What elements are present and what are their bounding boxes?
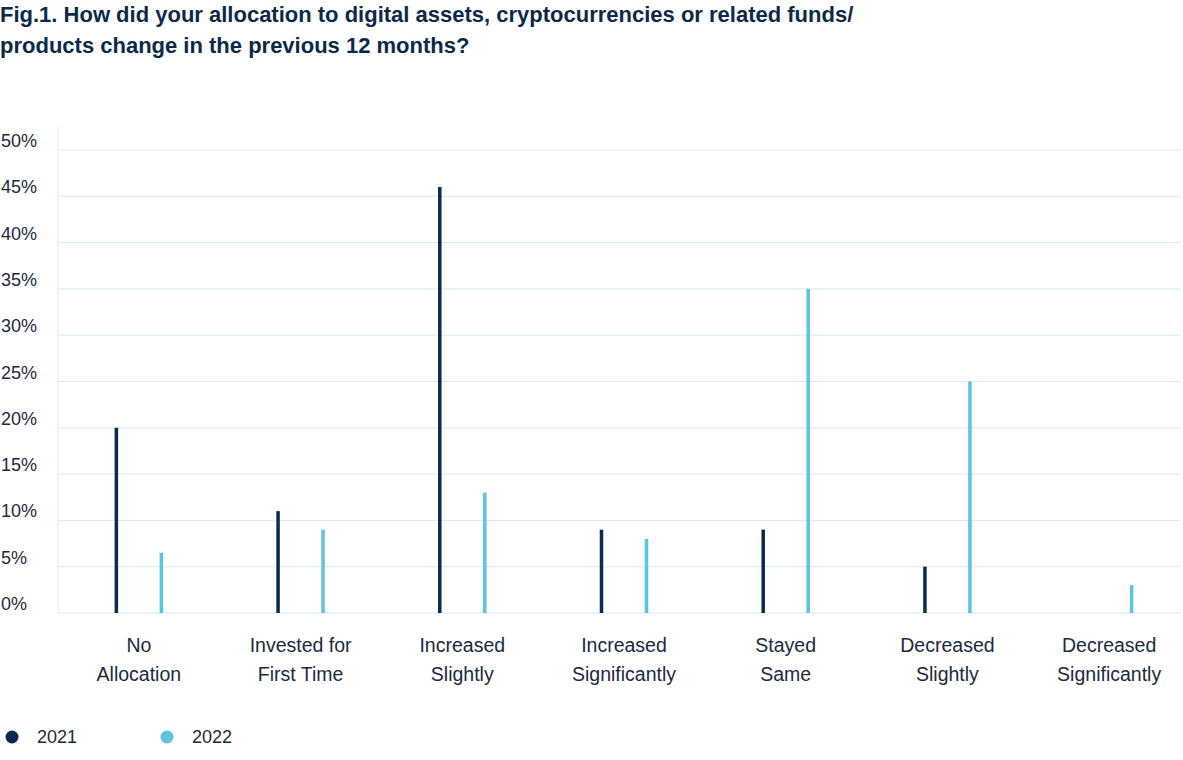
grid-line [58, 427, 1180, 428]
x-tick-label: IncreasedSignificantly [572, 634, 676, 685]
legend-label: 2021 [37, 727, 77, 747]
legend-swatch [6, 731, 19, 744]
y-tick-label: 20% [1, 409, 37, 429]
bar [1085, 613, 1089, 614]
grid-line [58, 335, 1180, 336]
legend: 2021 2022 [6, 727, 233, 747]
title: Fig.1. How did your allocation to digita… [0, 2, 853, 58]
y-tick-label: 30% [1, 316, 37, 336]
bar [483, 493, 487, 613]
y-tick-label: 10% [1, 501, 37, 521]
grid-line [58, 288, 1180, 289]
legend-swatch [161, 731, 174, 744]
bars [115, 187, 1134, 613]
y-tick-label: 35% [1, 270, 37, 290]
bar [806, 289, 810, 613]
x-tick-label: IncreasedSlightly [419, 634, 505, 685]
x-tick-label: StayedSame [755, 634, 816, 685]
bar [321, 530, 325, 613]
grid [58, 127, 1180, 613]
grid-line [58, 242, 1180, 243]
grid-line [58, 613, 1180, 614]
grid-line [58, 196, 1180, 197]
chart: Fig.1. How did your allocation to digita… [0, 0, 1183, 760]
bar [438, 187, 442, 613]
y-tick-label: 15% [1, 455, 37, 475]
grid-line [58, 150, 1180, 151]
y-tick-label: 40% [1, 224, 37, 244]
grid-line [58, 520, 1180, 521]
y-tick-label: 25% [1, 363, 37, 383]
bar [115, 428, 119, 613]
bar [276, 511, 280, 613]
y-tick-label: 45% [1, 177, 37, 197]
bar [600, 530, 604, 613]
bar [645, 539, 649, 613]
y-axis-line [58, 127, 59, 613]
x-tick-label: Invested forFirst Time [250, 634, 352, 685]
grid-line [58, 566, 1180, 567]
grid-line [58, 474, 1180, 475]
bar [160, 553, 164, 613]
y-tick-label: 50% [1, 131, 37, 151]
bar [923, 567, 927, 613]
grid-line [58, 381, 1180, 382]
x-tick-label: NoAllocation [97, 634, 182, 685]
bar [761, 530, 765, 613]
x-tick-label: DecreasedSignificantly [1057, 634, 1161, 685]
y-tick-label: 5% [1, 548, 27, 568]
bar [968, 382, 972, 614]
legend-label: 2022 [192, 727, 232, 747]
bar [1130, 585, 1134, 613]
x-tick-label: DecreasedSlightly [900, 634, 994, 685]
y-tick-label: 0% [1, 594, 27, 614]
